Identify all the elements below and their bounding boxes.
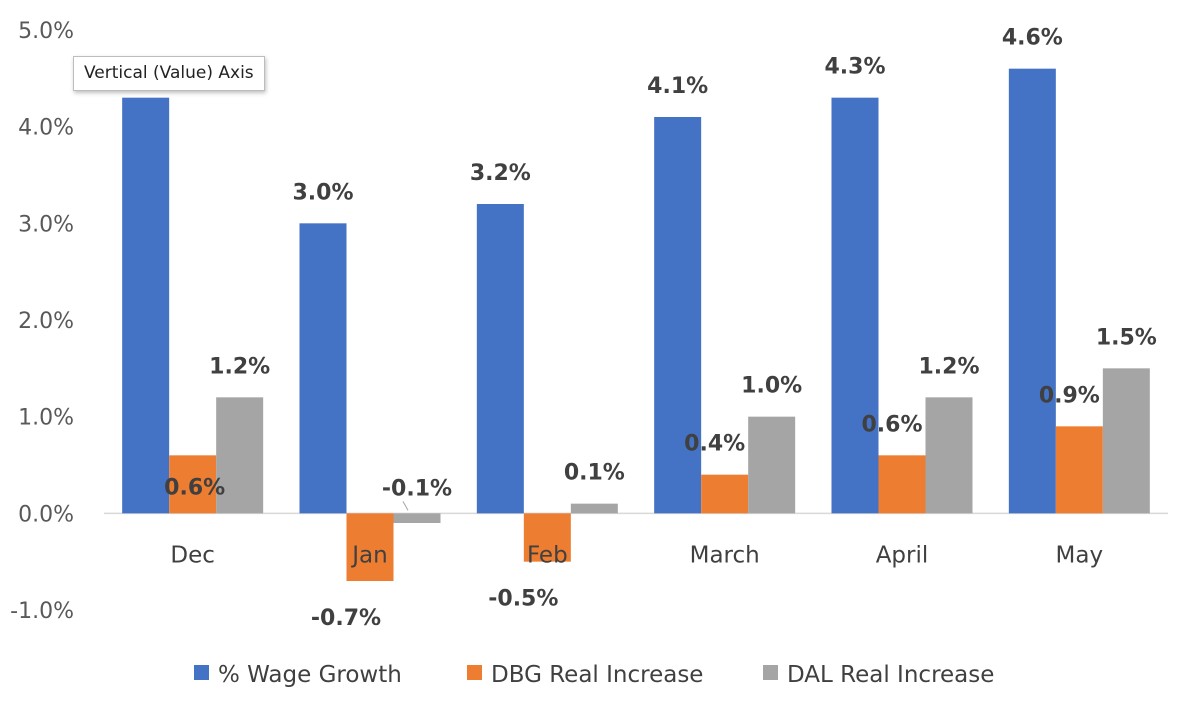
x-axis-categories[interactable]: Dec Jan Feb March April May (170, 542, 1103, 568)
bar-wage-growth-may[interactable] (1008, 68, 1056, 514)
x-category-label: May (1056, 542, 1104, 568)
bar-wage-growth-jan[interactable] (299, 223, 347, 514)
y-tick-label: 2.0% (18, 309, 74, 334)
bar-dal-real-increase-dec[interactable] (216, 397, 264, 514)
data-label: 0.9% (1039, 383, 1100, 408)
bar-dbg-real-increase-may[interactable] (1055, 426, 1103, 514)
data-label: 4.3% (824, 55, 885, 80)
y-tick-label: 5.0% (18, 19, 74, 44)
bars (122, 68, 1150, 581)
bar-wage-growth-feb[interactable] (476, 204, 524, 514)
bar-dbg-real-increase-dec[interactable] (169, 455, 217, 514)
bar-wage-growth-dec[interactable] (122, 97, 170, 514)
bar-dal-real-increase-jan[interactable] (393, 513, 441, 523)
data-labels: 3.0% 3.2% 4.1% 4.3% 4.6% 0.6% -0.7% -0.5% 0.4% 0.… (164, 26, 1157, 631)
bar-dbg-real-increase-april[interactable] (878, 455, 926, 514)
y-axis-ticks[interactable]: -1.0% 0.0% 1.0% 2.0% 3.0% 4.0% 5.0% (10, 19, 74, 624)
data-label: 1.5% (1096, 325, 1157, 350)
data-label: 4.6% (1002, 26, 1063, 51)
data-label: 0.4% (684, 432, 745, 457)
data-label: 4.1% (647, 74, 708, 99)
x-category-label: March (690, 542, 760, 568)
data-label: 3.2% (470, 161, 531, 186)
bar-dal-real-increase-feb[interactable] (570, 503, 618, 514)
legend[interactable]: % Wage Growth DBG Real Increase DAL Real I… (194, 662, 994, 688)
bar-dal-real-increase-may[interactable] (1102, 368, 1150, 514)
legend-label[interactable]: % Wage Growth (218, 662, 402, 688)
legend-swatch (467, 665, 482, 680)
bar-dal-real-increase-april[interactable] (925, 397, 973, 514)
y-tick-label: 1.0% (18, 406, 74, 431)
data-label: 0.6% (861, 412, 922, 437)
bar-dbg-real-increase-feb[interactable] (523, 513, 571, 562)
data-label: 0.6% (164, 475, 225, 500)
y-tick-label: 0.0% (18, 502, 74, 527)
x-category-label: April (876, 542, 929, 568)
legend-label[interactable]: DBG Real Increase (491, 662, 703, 688)
label-leader-lines (402, 501, 409, 511)
bar-dbg-real-increase-jan[interactable] (346, 513, 394, 581)
axis-tooltip: Vertical (Value) Axis (73, 56, 265, 91)
bar-wage-growth-april[interactable] (831, 97, 879, 514)
legend-swatch (763, 665, 778, 680)
x-category-label: Jan (350, 542, 387, 568)
bar-dbg-real-increase-march[interactable] (701, 474, 749, 514)
legend-label[interactable]: DAL Real Increase (787, 662, 994, 688)
data-label: 3.0% (292, 180, 353, 205)
data-label: -0.1% (382, 476, 452, 501)
legend-swatch (194, 665, 209, 680)
data-label: -0.5% (488, 587, 558, 612)
y-tick-label: 3.0% (18, 212, 74, 237)
data-label: 1.2% (918, 354, 979, 379)
bar-dal-real-increase-march[interactable] (748, 416, 796, 514)
x-category-label: Dec (170, 542, 215, 568)
data-label: 0.1% (564, 461, 625, 486)
data-label: -0.7% (311, 606, 381, 631)
data-label: 1.0% (741, 374, 802, 399)
y-tick-label: -1.0% (10, 599, 74, 624)
data-label: 1.2% (209, 354, 270, 379)
bar-wage-growth-march[interactable] (654, 117, 702, 514)
y-tick-label: 4.0% (18, 116, 74, 141)
leader-line (402, 501, 409, 511)
x-category-label: Feb (527, 542, 568, 568)
